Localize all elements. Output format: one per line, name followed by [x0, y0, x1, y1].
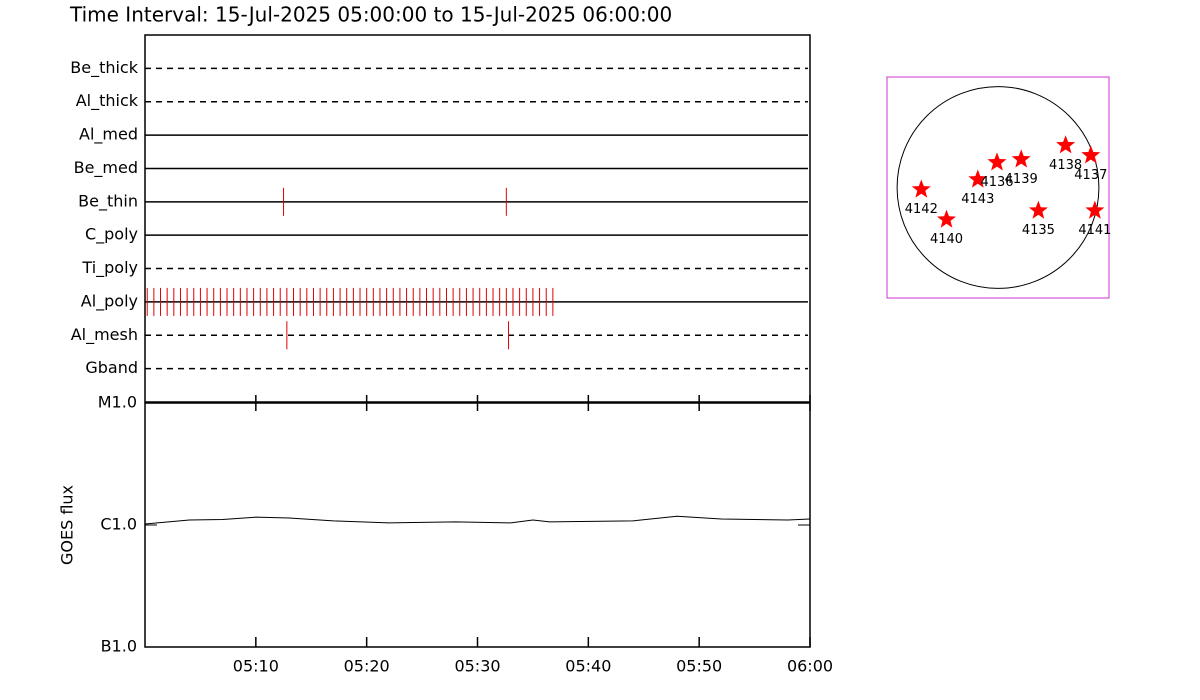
- goes-curve: [144, 515, 811, 525]
- filter-label: Gband: [85, 358, 138, 377]
- region-label: 4138: [1049, 158, 1082, 173]
- region-star: [987, 152, 1007, 171]
- x-tick-label: 05:20: [344, 657, 390, 676]
- region-star: [968, 169, 988, 188]
- y-tick-label: C1.0: [100, 515, 137, 534]
- filter-label: Al_thick: [76, 91, 139, 111]
- map-frame: [886, 76, 1110, 299]
- filter-label: Al_mesh: [71, 325, 138, 345]
- region-label: 4139: [1005, 172, 1038, 187]
- region-label: 4142: [905, 202, 938, 217]
- filter-label: Be_thin: [78, 191, 138, 211]
- region-star: [911, 179, 931, 198]
- region-star: [937, 209, 956, 228]
- x-tick-label: 05:30: [454, 657, 500, 676]
- filter-label: Al_poly: [81, 291, 138, 311]
- region-label: 4143: [961, 192, 994, 207]
- x-tick-label: 05:40: [565, 657, 611, 676]
- region-star: [1085, 200, 1105, 219]
- region-star: [1056, 135, 1076, 154]
- region-label: 4140: [930, 232, 963, 247]
- title: Time Interval: 15-Jul-2025 05:00:00 to 1…: [69, 3, 672, 27]
- filter-label: Ti_poly: [81, 258, 138, 278]
- region-label: 4141: [1078, 223, 1111, 238]
- region-label: 4136: [980, 175, 1013, 190]
- x-tick-label: 05:50: [676, 657, 722, 676]
- panel-frame: [144, 402, 811, 648]
- filter-label: Al_med: [79, 125, 138, 145]
- region-label: 4137: [1074, 168, 1107, 183]
- region-star: [1028, 200, 1048, 219]
- filter-label: C_poly: [85, 225, 138, 245]
- region-label: 4135: [1022, 223, 1055, 238]
- x-tick-label: 05:10: [233, 657, 279, 676]
- region-star: [1011, 149, 1031, 168]
- region-star: [1081, 145, 1101, 164]
- panel-frame: [144, 34, 811, 403]
- solar-limb: [896, 86, 1100, 289]
- filter-label: Be_med: [74, 158, 138, 178]
- x-tick-label: 06:00: [787, 657, 833, 676]
- y-tick-label: B1.0: [101, 637, 137, 656]
- y-axis-label: GOES flux: [58, 485, 77, 565]
- filter-label: Be_thick: [70, 58, 138, 78]
- y-tick-label: M1.0: [98, 393, 137, 412]
